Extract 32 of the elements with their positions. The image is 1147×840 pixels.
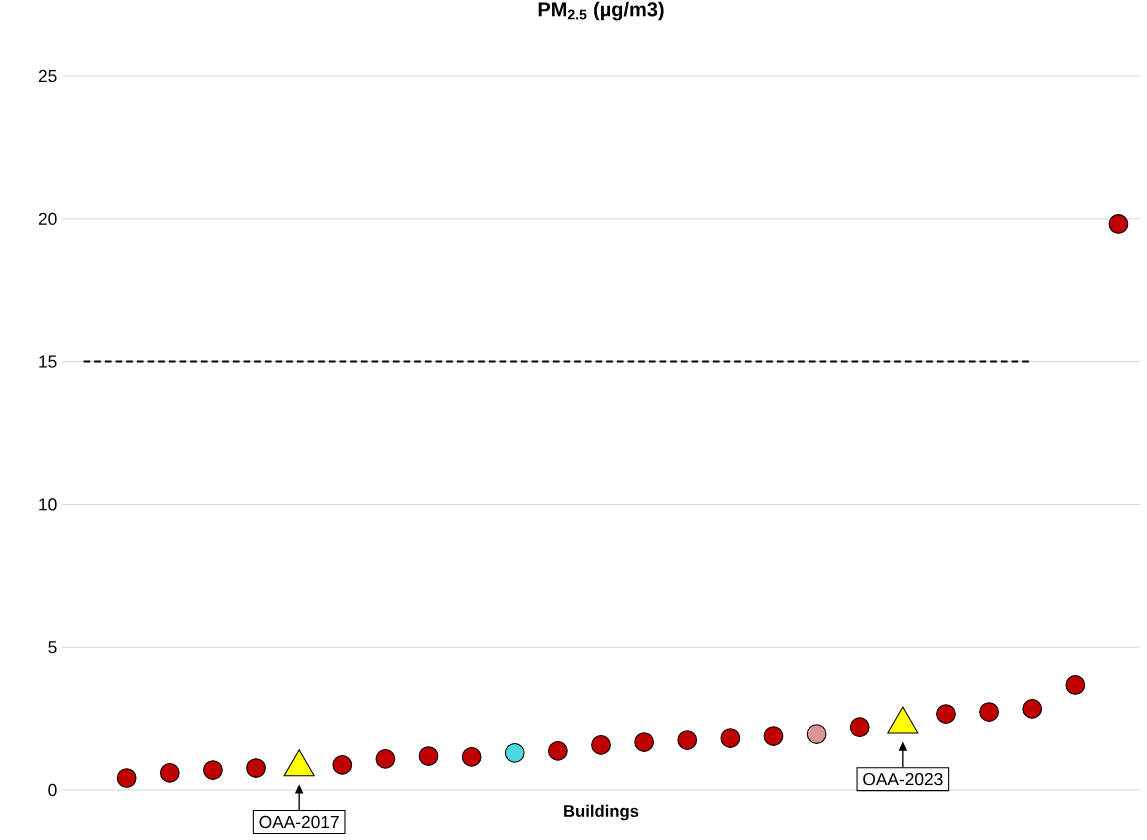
point	[720, 728, 741, 748]
chart-title: PM$_{2.5}$ (µg/m3)	[538, 1, 664, 21]
y-tick-label: 15	[39, 355, 57, 368]
point	[849, 717, 870, 738]
point	[763, 726, 784, 746]
point	[504, 743, 525, 763]
point	[979, 702, 999, 722]
point	[548, 741, 568, 761]
annotation: OAA-2023	[863, 773, 943, 786]
point	[1022, 699, 1043, 719]
point	[591, 735, 611, 755]
point	[936, 704, 956, 724]
text: OAA-2017	[259, 815, 339, 829]
y-tick-label: 10	[39, 498, 57, 511]
point	[203, 760, 223, 780]
point	[375, 749, 396, 769]
x-axis-title: Buildings	[564, 804, 639, 821]
point	[246, 758, 266, 778]
point	[418, 746, 439, 766]
point	[1108, 214, 1129, 234]
point	[806, 724, 827, 744]
point	[116, 768, 137, 788]
y-tick-label: 25	[38, 69, 57, 83]
point	[461, 747, 482, 767]
point	[1065, 675, 1086, 695]
point	[634, 732, 654, 752]
y-tick-label: 0	[48, 783, 57, 797]
point	[677, 730, 698, 750]
y-tick-label: 20	[38, 212, 57, 225]
point	[332, 755, 353, 775]
y-tick-label: 5	[48, 641, 57, 654]
point	[159, 762, 180, 783]
